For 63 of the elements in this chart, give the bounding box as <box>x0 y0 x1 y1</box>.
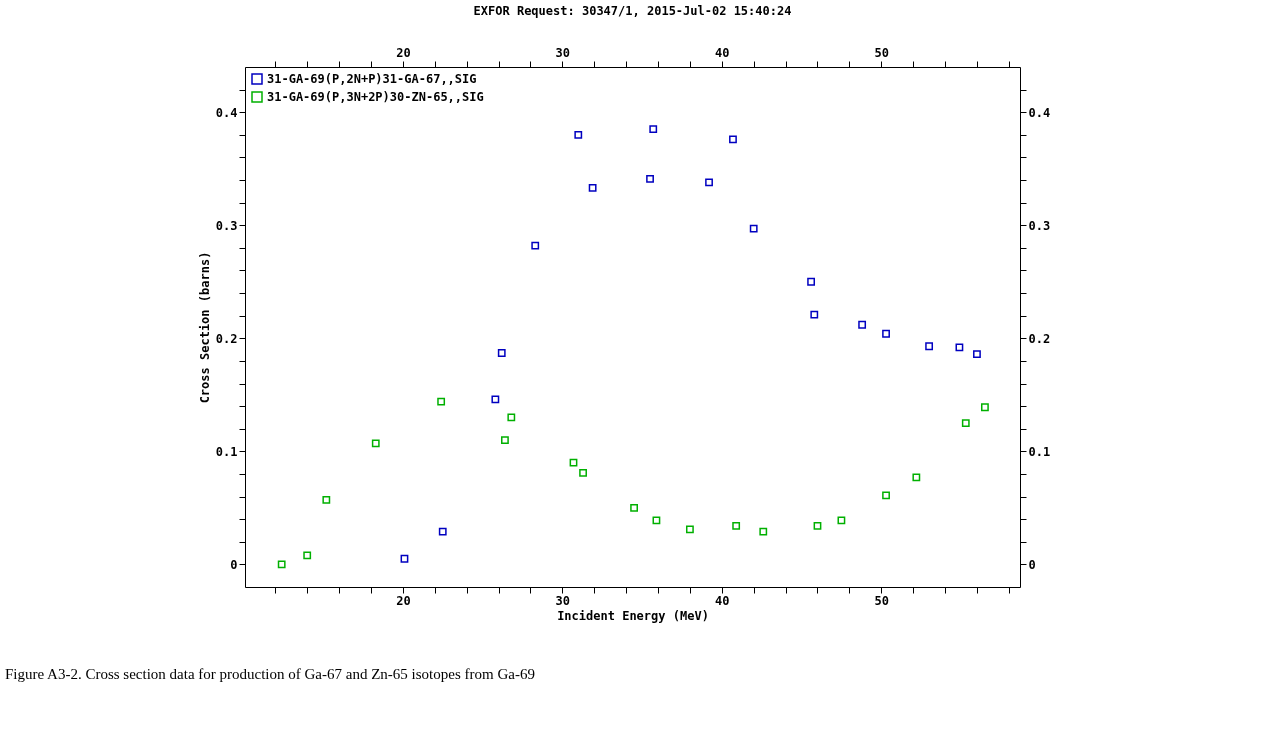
point <box>729 135 737 144</box>
point <box>686 525 694 534</box>
point <box>652 516 661 525</box>
point <box>646 175 654 183</box>
y2-tick-label: 0.4 <box>1028 105 1051 120</box>
y-tick-label: 0.2 <box>215 331 238 346</box>
point <box>497 349 506 357</box>
point <box>437 397 446 406</box>
point <box>579 468 587 477</box>
point <box>574 130 583 139</box>
point <box>531 241 540 250</box>
x-tick-label: 50 <box>874 593 889 608</box>
legend-label: 31-GA-69(P,3N+2P)30-ZN-65,,SIG <box>267 90 484 104</box>
caption: Figure A3-2. Cross section data for production of Ga-67 and Zn-65 isotopes from Ga-69 <box>5 666 535 682</box>
point <box>749 224 758 233</box>
point <box>807 277 816 286</box>
point <box>810 310 819 319</box>
y2-tick-label: 0 <box>1028 557 1036 572</box>
point <box>371 439 380 448</box>
x2-tick-label: 30 <box>555 45 571 60</box>
y-tick-label: 0.3 <box>215 218 238 233</box>
point <box>491 395 500 404</box>
point <box>705 178 713 187</box>
point <box>955 343 964 352</box>
y-axis-title: Cross Section (barns) <box>197 251 212 404</box>
point <box>438 527 447 536</box>
point <box>961 419 970 427</box>
point <box>630 503 639 512</box>
y-tick-label: 0.1 <box>215 444 238 459</box>
point <box>277 560 286 569</box>
x-tick-label: 20 <box>396 593 411 608</box>
y-tick-label: 0 <box>230 557 238 572</box>
point <box>813 522 822 530</box>
point <box>858 320 867 329</box>
point <box>759 527 768 536</box>
x-axis-title: Incident Energy (MeV) <box>557 608 709 623</box>
point <box>588 184 597 192</box>
y2-tick-label: 0.2 <box>1028 331 1051 346</box>
point <box>303 551 312 560</box>
chart-title: EXFOR Request: 30347/1, 2015-Jul-02 15:40:24 <box>473 4 792 18</box>
y-tick-label: 0.4 <box>215 105 238 120</box>
point <box>973 350 981 359</box>
point <box>882 491 890 500</box>
point <box>981 403 989 412</box>
point <box>501 436 509 444</box>
point <box>732 522 741 530</box>
point <box>400 554 409 563</box>
point <box>507 413 516 422</box>
y2-tick-label: 0.1 <box>1028 444 1051 459</box>
point <box>569 458 578 467</box>
x-tick-label: 40 <box>715 593 730 608</box>
point <box>912 473 921 482</box>
point <box>837 516 846 525</box>
x2-tick-label: 20 <box>396 45 411 60</box>
y2-tick-label: 0.3 <box>1028 218 1051 233</box>
point <box>882 329 890 338</box>
legend-label: 31-GA-69(P,2N+P)31-GA-67,,SIG <box>267 72 477 86</box>
x2-tick-label: 50 <box>874 45 889 60</box>
x2-tick-label: 40 <box>715 45 730 60</box>
point <box>322 496 331 504</box>
x-tick-label: 30 <box>555 593 571 608</box>
point <box>649 125 658 134</box>
point <box>925 342 934 351</box>
